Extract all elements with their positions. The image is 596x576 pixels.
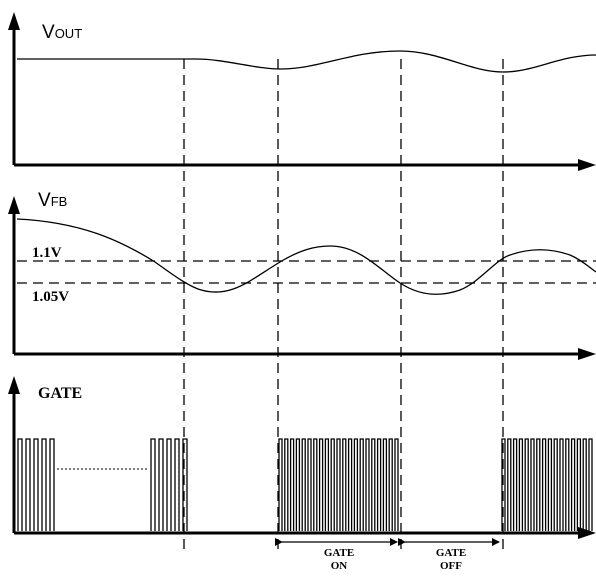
gate-pulse-3-9 — [324, 438, 330, 531]
gate-pulse-4-12 — [565, 438, 570, 531]
gate-pulse-4-14 — [576, 438, 582, 531]
gate-pulse-4-5 — [524, 438, 529, 531]
gate-pulse-3-13 — [347, 438, 353, 531]
vout-label: VOUT — [42, 22, 82, 43]
gate-pulse-1-2 — [25, 438, 31, 531]
gate-pulse-3-20 — [388, 438, 393, 531]
gate-pulse-3-15 — [359, 438, 364, 531]
gate-pulse-4-13 — [570, 438, 576, 531]
gate-pulse-3-14 — [353, 438, 359, 531]
gate-pulse-4-7 — [536, 438, 541, 531]
gate-pulse-4-16 — [588, 438, 593, 531]
gate-pulse-2-3 — [166, 438, 172, 531]
vout-panel: VOUT — [8, 12, 596, 171]
gate-pulse-4-11 — [559, 438, 564, 531]
gate-pulse-2-1 — [150, 438, 156, 531]
gate-pulse-1-4 — [41, 438, 47, 531]
gate-pulse-3-16 — [365, 438, 370, 531]
gate-pulse-3-3 — [289, 438, 295, 531]
gate-pulse-2-2 — [158, 438, 164, 531]
gate-panel: GATE — [8, 376, 596, 539]
gate-y-axis-arrow — [8, 376, 20, 394]
gate-on-annotation: GATE ON — [275, 538, 398, 572]
gate-pulse-4-1 — [501, 438, 506, 531]
vfb-waveform — [16, 218, 596, 295]
vout-y-axis-arrow — [8, 12, 20, 30]
gate-pulse-2-5 — [182, 438, 188, 531]
gate-on-label-line2: ON — [331, 560, 348, 572]
gate-pulse-3-2 — [284, 438, 289, 531]
gate-pulse-3-7 — [313, 438, 318, 531]
gate-off-label-line1: GATE — [436, 547, 466, 559]
gate-pulse-3-11 — [336, 438, 341, 531]
gate-pulse-3-6 — [307, 438, 312, 531]
gate-pulse-4-10 — [553, 438, 558, 531]
vfb-x-axis-arrow — [578, 348, 596, 360]
gate-x-axis-arrow — [578, 527, 596, 539]
gate-label: GATE — [38, 385, 82, 402]
gate-pulse-3-12 — [342, 438, 347, 531]
gate-pulse-4-2 — [507, 438, 512, 531]
gate-on-label-line1: GATE — [324, 547, 354, 559]
gate-pulse-3-17 — [371, 438, 376, 531]
gate-off-annotation: GATE OFF — [398, 538, 500, 572]
gate-pulse-4-4 — [518, 438, 524, 531]
gate-pulse-3-4 — [295, 438, 301, 531]
gate-pulse-3-1 — [278, 438, 283, 531]
gate-pulse-3-21 — [394, 438, 399, 531]
gate-pulse-3-5 — [301, 438, 306, 531]
gate-pulse-4-6 — [530, 438, 535, 531]
vfb-panel: VFB 1.1V 1.05V — [8, 190, 596, 360]
gate-pulse-train — [17, 438, 593, 531]
gate-pulse-2-4 — [174, 438, 180, 531]
vout-x-axis-arrow — [578, 159, 596, 171]
threshold-high-label: 1.1V — [32, 245, 62, 261]
time-markers — [183, 59, 504, 549]
vfb-y-axis-arrow — [8, 196, 20, 214]
vfb-label: VFB — [38, 190, 67, 211]
gate-pulse-3-10 — [330, 438, 335, 531]
gate-pulse-4-8 — [541, 438, 547, 531]
vout-waveform — [17, 50, 596, 73]
gate-pulse-3-19 — [382, 438, 388, 531]
gate-pulse-1-5 — [49, 438, 55, 531]
gate-pulse-3-18 — [376, 438, 382, 531]
gate-pulse-4-15 — [582, 438, 587, 531]
gate-pulse-1-3 — [33, 438, 39, 531]
gate-off-label-line2: OFF — [440, 560, 462, 572]
gate-pulse-4-3 — [512, 438, 518, 531]
threshold-low-label: 1.05V — [32, 289, 69, 305]
gate-pulse-4-9 — [547, 438, 553, 531]
gate-pulse-1-1 — [17, 438, 23, 531]
gate-pulse-3-8 — [318, 438, 324, 531]
